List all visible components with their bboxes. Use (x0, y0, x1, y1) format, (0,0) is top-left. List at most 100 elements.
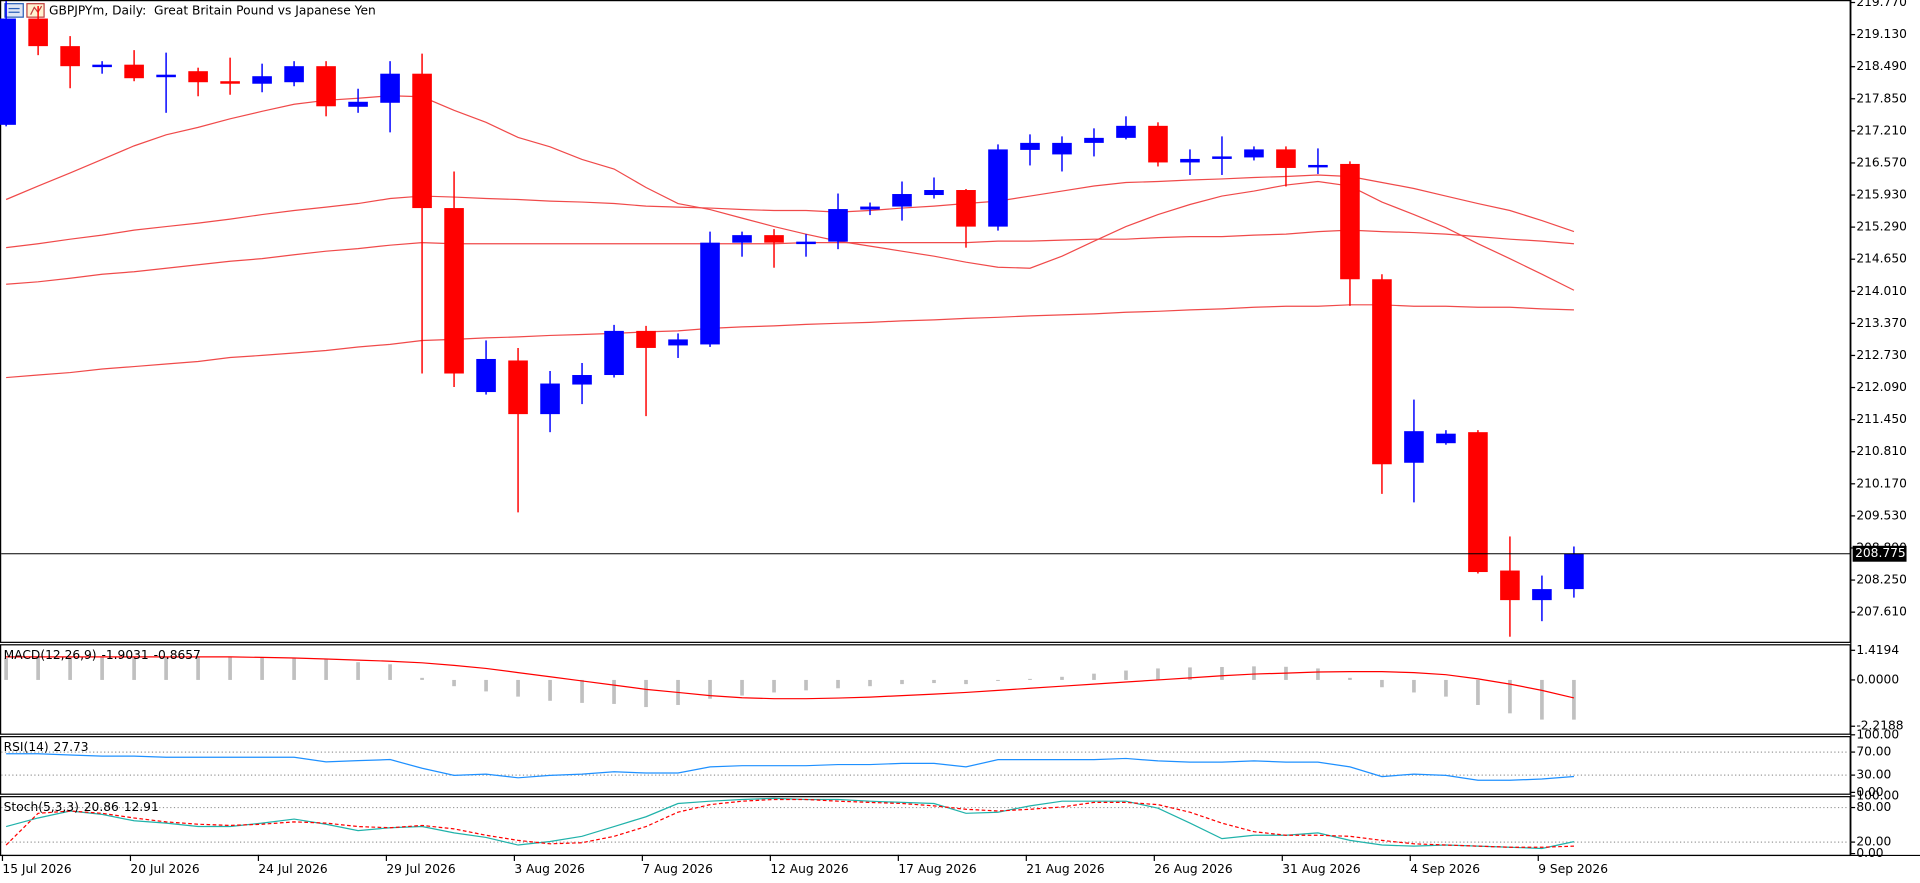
icon-line (30, 5, 43, 15)
y-tick-label: 20.00 (1856, 835, 1891, 849)
icon[interactable] (26, 3, 45, 18)
y-tick-label: 215.290 (1856, 220, 1907, 234)
histogram-bar (452, 679, 456, 687)
x-tick-label: 9 Sep 2026 (1538, 862, 1608, 876)
y-tick-label: 214.010 (1856, 284, 1907, 298)
indicator-label: MACD(12,26,9) -1.9031 -0.8657 (4, 648, 201, 662)
y-tick-label: 219.770 (1856, 0, 1907, 9)
indicator-line (5, 797, 1575, 850)
histogram-bar (932, 679, 936, 684)
histogram-bar (740, 679, 744, 696)
candle-body (1468, 432, 1488, 573)
histogram-bar (516, 679, 520, 697)
histogram-bar (548, 679, 552, 701)
candle-body (92, 64, 112, 68)
y-tick-label: 1.4194 (1856, 643, 1899, 657)
histogram-bar (1540, 679, 1544, 720)
histogram-bar (964, 679, 968, 685)
histogram-bar (356, 662, 360, 680)
candle-body (1308, 164, 1328, 168)
histogram-bar (868, 679, 872, 687)
candle-body (1084, 137, 1104, 143)
histogram-bar (1028, 678, 1032, 680)
histogram-bar (1508, 679, 1512, 714)
histogram-bar (1156, 668, 1160, 680)
histogram-bar (1572, 679, 1576, 720)
candle-body (860, 206, 880, 210)
candle-body (1116, 125, 1136, 138)
histogram-bar (4, 658, 8, 680)
histogram-bar (1348, 677, 1352, 680)
y-tick-label: 207.610 (1856, 605, 1907, 619)
candle-body (380, 73, 400, 103)
y-tick-label: 218.490 (1856, 59, 1907, 73)
histogram-bar (708, 679, 712, 699)
histogram-bar (1252, 666, 1256, 680)
indicator-label: Stoch(5,3,3) 20.86 12.91 (4, 800, 159, 814)
moving-average (6, 304, 1574, 379)
y-tick-label: 80.00 (1856, 800, 1891, 814)
x-tick-label: 17 Aug 2026 (898, 862, 977, 876)
y-tick-label: 209.530 (1856, 508, 1907, 522)
histogram-bar (1476, 679, 1480, 705)
histogram-bar (292, 658, 296, 680)
indicator-value: -0.8657 (154, 648, 201, 662)
candle-body (124, 64, 144, 79)
histogram-bar (1316, 668, 1320, 680)
histogram-bar (1060, 676, 1064, 680)
histogram-bar (1092, 673, 1096, 680)
y-tick-label: 30.00 (1856, 768, 1891, 782)
y-tick-label: 0.00 (1856, 785, 1883, 799)
candle-body (700, 242, 720, 345)
histogram-bar (1380, 679, 1384, 688)
candle-body (1276, 149, 1296, 168)
candle-body (1180, 158, 1200, 163)
indicator-name: Stoch(5,3,3) (4, 800, 79, 814)
histogram-bar (996, 679, 1000, 681)
y-tick-label: 212.090 (1856, 380, 1907, 394)
last-price-box (1852, 545, 1907, 562)
icon[interactable] (4, 3, 24, 18)
candle-body (1500, 570, 1520, 601)
x-tick-label: 12 Aug 2026 (770, 862, 849, 876)
indicator-value: 12.91 (124, 800, 159, 814)
candle-body (1436, 433, 1456, 444)
indicator-name: RSI(14) (4, 740, 49, 754)
candle-body (220, 81, 240, 84)
indicator-value: -1.9031 (101, 648, 148, 662)
histogram-bar (804, 679, 808, 691)
candle-body (572, 375, 592, 385)
x-tick-label: 29 Jul 2026 (386, 862, 455, 876)
candle-body (444, 208, 464, 374)
candle-body (508, 360, 528, 415)
candle-body (1052, 142, 1072, 155)
histogram-bar (228, 657, 232, 680)
x-tick-label: 15 Jul 2026 (2, 862, 71, 876)
candle-body (796, 241, 816, 245)
candle-body (828, 209, 848, 242)
histogram-bar (580, 679, 584, 703)
candle-body (0, 18, 16, 125)
candle-body (476, 358, 496, 393)
histogram-bar (1220, 666, 1224, 680)
y-tick-label: 217.850 (1856, 91, 1907, 105)
candle-body (1212, 156, 1232, 159)
histogram-bar (324, 659, 328, 680)
candle-body (1372, 279, 1392, 465)
histogram-bar (1124, 670, 1128, 680)
x-tick-label: 20 Jul 2026 (130, 862, 199, 876)
candle-body (924, 190, 944, 196)
x-tick-label: 7 Aug 2026 (642, 862, 713, 876)
x-tick-label: 3 Aug 2026 (514, 862, 585, 876)
y-tick-label: 215.930 (1856, 188, 1907, 202)
indicator-line (6, 753, 1575, 781)
last-price-label: 208.775 (1855, 546, 1906, 560)
histogram-bar (260, 657, 264, 680)
candle-body (732, 235, 752, 243)
histogram-bar (900, 679, 904, 685)
moving-average (6, 229, 1575, 285)
histogram-bar (1188, 667, 1192, 680)
candle-body (1148, 125, 1168, 163)
indicator-value: 20.86 (84, 800, 119, 814)
